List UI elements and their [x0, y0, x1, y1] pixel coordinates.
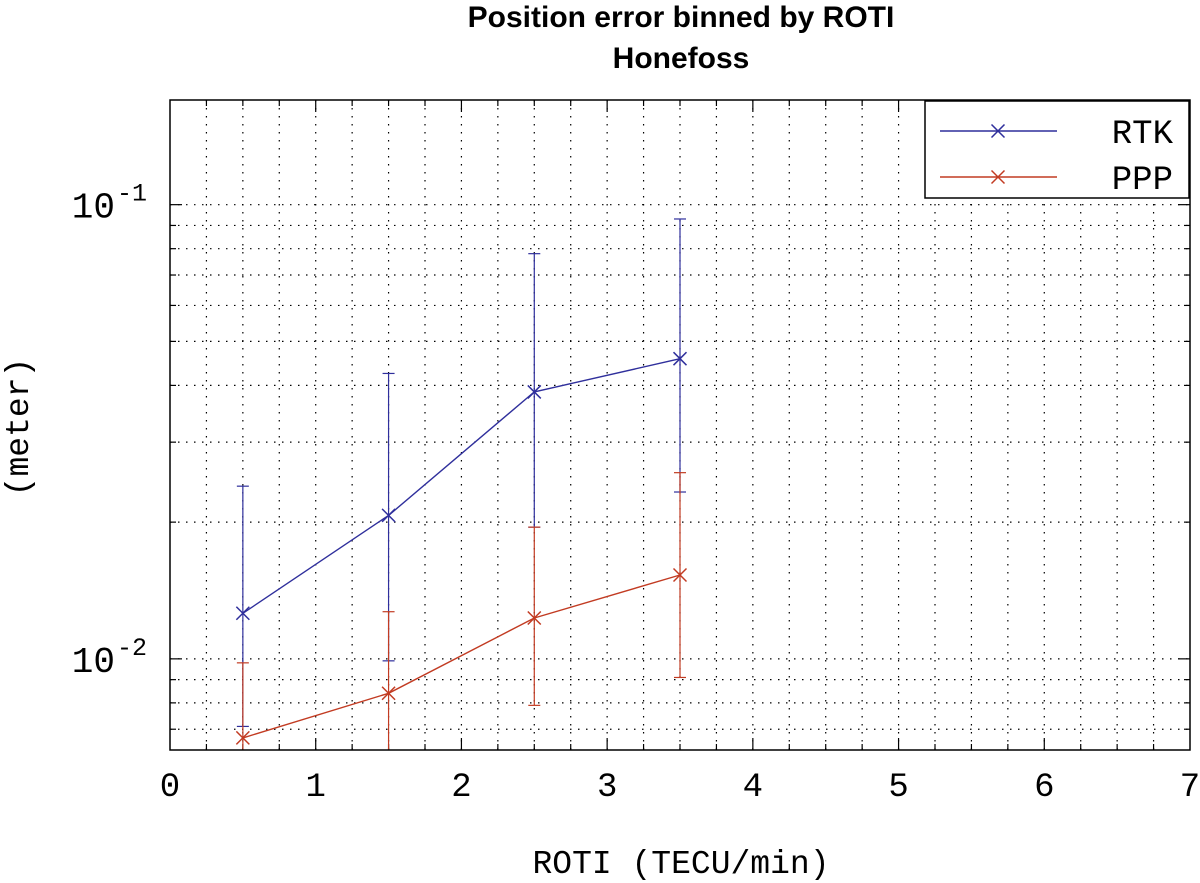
legend-box — [924, 100, 1190, 199]
y-tick-label-base: 10 — [72, 642, 115, 683]
y-tick-label-exponent: -2 — [117, 634, 147, 663]
x-axis-ticks: 0 1 2 3 4 5 6 7 — [160, 769, 1200, 807]
x-tick-label: 6 — [1034, 769, 1054, 807]
legend-entry-rtk: RTK — [940, 116, 1174, 154]
x-tick-label: 4 — [743, 769, 763, 807]
x-tick-label: 3 — [597, 769, 617, 807]
series-ppp — [235, 472, 688, 750]
x-tick-label: 1 — [306, 769, 326, 807]
minor-ticks — [170, 100, 1190, 750]
x-tick-label: 2 — [451, 769, 471, 807]
x-axis-label: ROTI (TECU/min) — [532, 846, 829, 883]
legend-entry-ppp: PPP — [940, 162, 1173, 200]
data-point-marker — [381, 508, 396, 523]
y-tick-label-exponent: -1 — [117, 180, 147, 209]
y-tick-label-base: 10 — [72, 188, 115, 229]
series-line — [242, 358, 681, 614]
series-group — [235, 218, 688, 750]
x-tick-label: 0 — [160, 769, 180, 807]
legend-label: PPP — [1112, 162, 1173, 200]
chart-title: Position error binned by ROTI — [468, 1, 895, 34]
y-axis-label: (meter) — [1, 358, 38, 497]
series-line — [242, 574, 681, 739]
data-point-marker — [672, 567, 688, 583]
data-point-marker — [381, 686, 396, 701]
y-axis-ticks: 10-110-2 — [72, 180, 147, 683]
chart-subtitle: Honefoss — [613, 42, 750, 75]
x-tick-label: 7 — [1180, 769, 1200, 807]
data-point-marker — [235, 606, 250, 621]
data-point-marker — [235, 730, 250, 745]
legend-label: RTK — [1112, 116, 1174, 154]
series-rtk — [235, 218, 688, 728]
plot-area-frame — [169, 99, 1191, 751]
legend-marker — [990, 169, 1006, 185]
data-point-marker — [672, 351, 688, 366]
data-point-marker — [527, 384, 542, 399]
x-tick-label: 5 — [888, 769, 908, 807]
legend-marker — [990, 123, 1006, 139]
legend: RTK PPP — [924, 100, 1190, 200]
data-point-marker — [527, 610, 542, 626]
